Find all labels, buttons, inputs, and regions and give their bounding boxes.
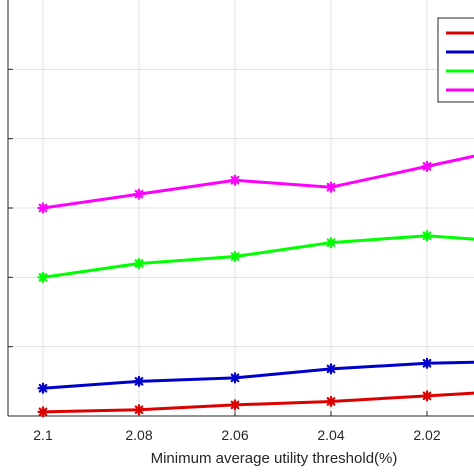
series-line: [42, 391, 474, 414]
x-tick-label: 2.1: [33, 427, 53, 443]
series-line: [42, 360, 474, 390]
axes: [7, 0, 474, 417]
series-point: [421, 230, 433, 242]
series-point: [325, 237, 337, 249]
series-point: [37, 382, 49, 394]
grid: [8, 0, 474, 416]
series-line: [42, 234, 474, 279]
series-point: [325, 395, 337, 408]
legend: [437, 17, 474, 103]
series-point: [325, 363, 337, 375]
series-point: [421, 160, 433, 172]
series-point: [37, 406, 49, 418]
series-point: [229, 399, 241, 411]
series-point: [229, 250, 241, 263]
x-tick-label: 2.08: [125, 427, 152, 443]
series-point: [421, 390, 433, 402]
series-point: [37, 271, 49, 283]
series-point: [421, 357, 433, 369]
x-tick-label: 2.06: [221, 427, 248, 443]
x-tick-label: 2.02: [413, 427, 440, 443]
x-tick-label: 2.04: [317, 427, 344, 443]
series-point: [133, 188, 145, 200]
series: [37, 154, 474, 418]
series-point: [133, 404, 145, 416]
series-point: [325, 181, 337, 193]
x-axis-label: Minimum average utility threshold(%): [151, 450, 398, 467]
series-line: [42, 154, 474, 210]
series-point: [133, 257, 145, 270]
series-point: [37, 202, 49, 214]
series-point: [229, 174, 241, 186]
series-point: [229, 372, 241, 384]
series-point: [133, 375, 145, 387]
